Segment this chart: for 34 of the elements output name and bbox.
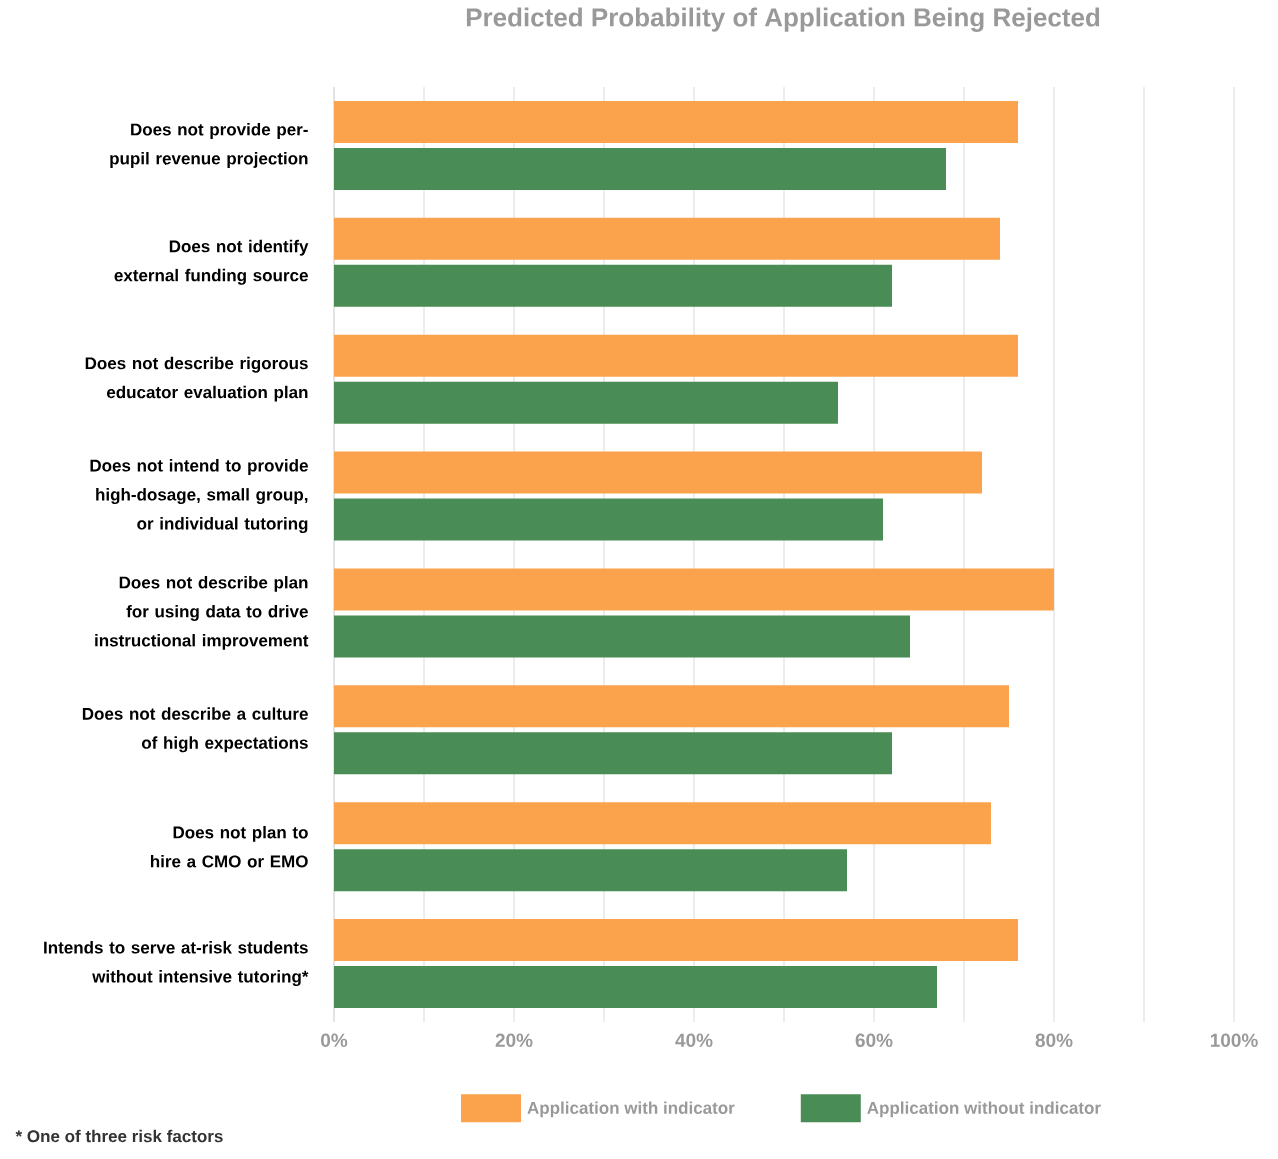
- x-tick-label: 20%: [495, 1033, 533, 1047]
- y-tick-label: Does not describe plan for using data to drive instructional improvement: [95, 576, 309, 650]
- bar: [334, 498, 883, 541]
- legend-label: Application without indicator: [867, 1101, 1101, 1118]
- bar: [334, 966, 937, 1009]
- bar: [334, 147, 946, 190]
- x-tick-label: 60%: [855, 1033, 893, 1047]
- chart-title: Predicted Probability of Application Being Rejected: [466, 7, 1100, 32]
- y-tick-label: Does not describe rigorous educator evaluation plan: [85, 356, 308, 402]
- y-tick-label: Does not describe a culture of high expectations: [82, 707, 308, 753]
- bar: [334, 849, 847, 892]
- bar: [334, 685, 1009, 728]
- bar: [334, 919, 1018, 962]
- text: * One of three risk factors: [15, 1129, 223, 1143]
- bar: [334, 451, 982, 494]
- bar: [334, 802, 991, 845]
- bar: [334, 568, 1054, 611]
- x-tick-label: 40%: [675, 1033, 713, 1047]
- bar: [334, 381, 838, 424]
- y-tick-label: Does not plan to hire a CMO or EMO: [150, 825, 308, 868]
- bar: [334, 100, 1018, 143]
- y-tick-label: Intends to serve at-risk students without intensive tutoring*: [44, 941, 309, 987]
- x-tick-label: 0%: [321, 1033, 348, 1047]
- bar: [334, 615, 910, 658]
- bar: [334, 264, 892, 307]
- y-tick-label: Does not identify external funding source: [114, 239, 309, 285]
- y-tick-label: Does not intend to provide high-dosage, small group, or individual tutoring: [90, 459, 308, 534]
- bar: [334, 334, 1018, 377]
- x-tick-label: 100%: [1210, 1033, 1258, 1047]
- x-tick-label: 80%: [1035, 1033, 1073, 1047]
- legend-label: Application with indicator: [527, 1101, 735, 1118]
- bar: [334, 732, 892, 775]
- bar: [334, 217, 1000, 260]
- y-tick-label: Does not provide per-pupil revenue projection: [110, 123, 308, 168]
